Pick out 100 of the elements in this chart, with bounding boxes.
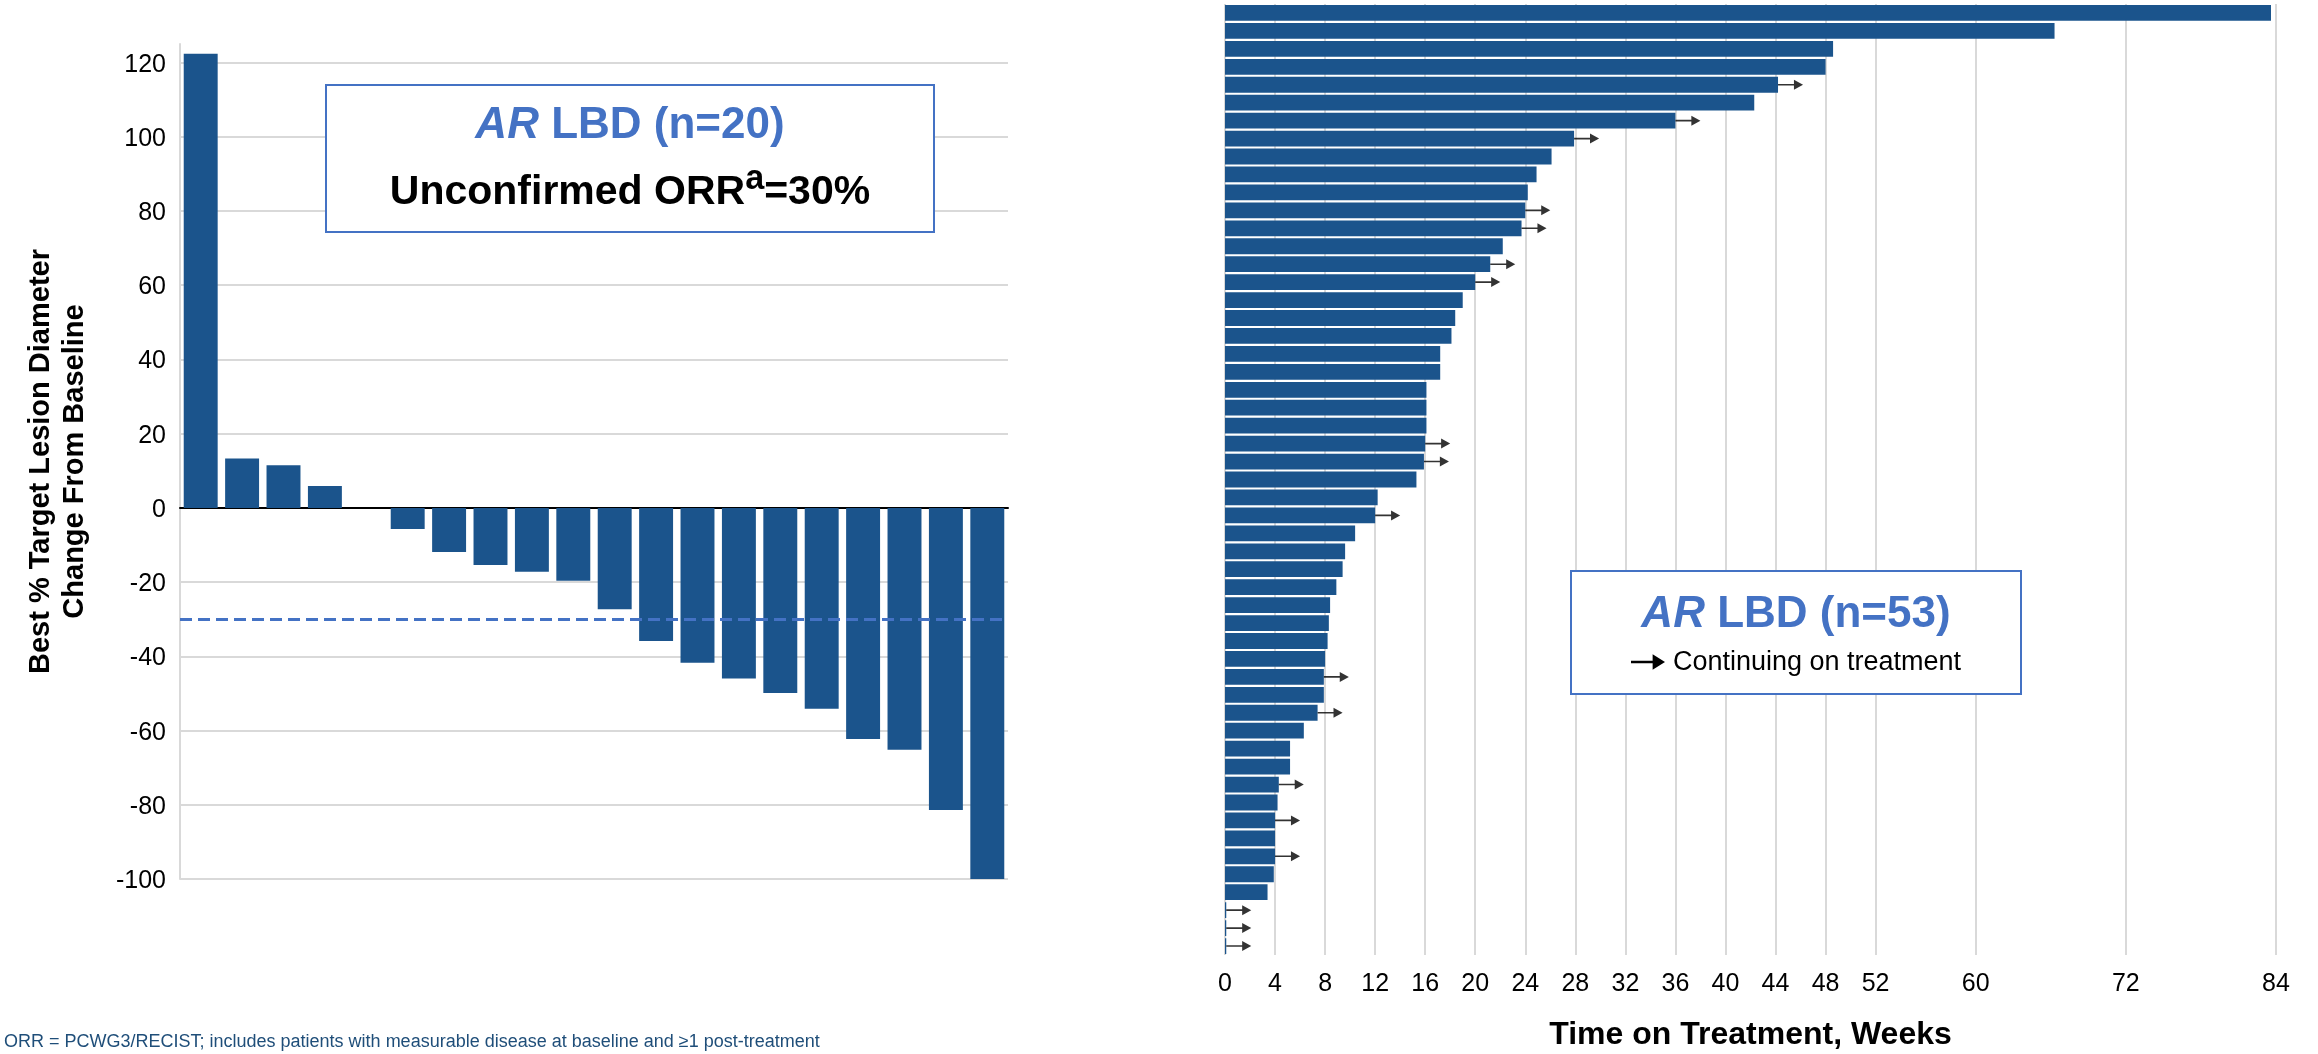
bar [1225, 399, 1427, 416]
bar [1225, 202, 1526, 219]
bar [1225, 884, 1268, 901]
bar [432, 507, 467, 553]
bar [1225, 58, 1826, 75]
bar [1225, 292, 1463, 308]
bar [1225, 238, 1503, 255]
y-tick-label: -20 [129, 568, 166, 597]
bar [1225, 112, 1676, 129]
bar [887, 507, 922, 750]
x-tick-label: 0 [1218, 967, 1232, 996]
y-tick-label: -40 [129, 642, 166, 671]
bar [1225, 507, 1376, 524]
x-axis-title: Time on Treatment, Weeks [1549, 1015, 1952, 1051]
bar [1225, 525, 1356, 542]
bar [1225, 346, 1441, 362]
bar [1225, 812, 1276, 829]
bar [1225, 866, 1274, 883]
bar [1225, 597, 1331, 613]
bar [721, 507, 756, 679]
bar [183, 53, 218, 508]
y-tick-label: -80 [129, 790, 166, 819]
bar [846, 507, 881, 740]
x-tick-label: 44 [1761, 967, 1790, 996]
bar [1225, 310, 1456, 326]
bar [1225, 776, 1279, 793]
bar [1225, 5, 2271, 21]
text: AR LBD (n=20) [475, 98, 785, 147]
bar [225, 458, 260, 508]
bar [1225, 633, 1328, 649]
bar [1225, 830, 1276, 847]
x-tick-label: 72 [2111, 967, 2140, 996]
bar [1225, 758, 1291, 775]
bar [1225, 561, 1343, 578]
legend-label: Continuing on treatment [1672, 646, 1962, 677]
bar [970, 507, 1005, 879]
bar [473, 507, 508, 566]
x-tick-label: 52 [1861, 967, 1890, 996]
x-tick-label: 60 [1961, 967, 1990, 996]
bar [1225, 453, 1424, 470]
y-tick-label: 60 [138, 271, 166, 300]
bar [556, 507, 591, 581]
bar [1225, 489, 1378, 506]
x-tick-label: 40 [1711, 967, 1740, 996]
y-tick-label: 40 [138, 345, 166, 374]
bar [1225, 184, 1528, 201]
y-tick-label: -60 [129, 716, 166, 745]
x-tick-label: 24 [1511, 967, 1540, 996]
x-tick-label: 12 [1361, 967, 1390, 996]
bar [1225, 220, 1522, 237]
x-tick-label: 32 [1611, 967, 1640, 996]
x-tick-label: 48 [1811, 967, 1840, 996]
y-tick-label: 100 [124, 122, 166, 151]
bar [1225, 328, 1452, 344]
x-tick-label: 16 [1411, 967, 1440, 996]
y-tick-label: 0 [152, 493, 166, 522]
bar [1225, 668, 1324, 685]
x-tick-label: 8 [1318, 967, 1333, 996]
x-tick-label: 84 [2262, 967, 2290, 996]
legend-title: AR LBD (n=53) [1641, 587, 1951, 636]
text: Unconfirmed ORR$^{a}$=30% [388, 157, 872, 215]
bar [1225, 148, 1552, 165]
bar [1225, 417, 1427, 434]
bar [1225, 94, 1755, 111]
x-tick-label: 20 [1461, 967, 1490, 996]
x-tick-label: 36 [1661, 967, 1690, 996]
bar [1225, 704, 1318, 721]
bar [1225, 381, 1427, 398]
bar [1225, 23, 2055, 39]
y-tick-label: 20 [138, 419, 166, 448]
bar [514, 507, 549, 572]
bar [1225, 651, 1326, 667]
y-axis-title: Best % Target Lesion Diameter Change From Baseline [23, 249, 89, 674]
y-tick-label: 80 [138, 197, 166, 225]
y-tick-label: -100 [115, 865, 166, 893]
bar [763, 507, 798, 694]
bar [1225, 363, 1441, 380]
bar [1225, 130, 1575, 147]
bar [804, 507, 839, 709]
bar [1225, 471, 1417, 488]
x-tick-label: 4 [1268, 967, 1283, 996]
y-tick-label: 120 [124, 48, 166, 77]
bar [1225, 40, 1834, 57]
bar [1225, 76, 1779, 93]
bar [597, 507, 632, 610]
bar [1225, 722, 1304, 739]
bar [1225, 256, 1491, 273]
bar [1225, 274, 1476, 291]
bar [1225, 166, 1537, 183]
bar [1225, 740, 1291, 757]
bar [928, 507, 963, 810]
bar [1225, 686, 1324, 703]
bar [307, 485, 342, 508]
bar [680, 507, 715, 663]
bar [1225, 435, 1426, 452]
bar [1225, 794, 1278, 811]
bar [639, 507, 674, 642]
bar [1225, 543, 1346, 560]
text: ORR = PCWG3/RECIST; includes patients with measurable disease at baseline and ≥1 post-treatment [4, 1031, 820, 1051]
bar [1225, 579, 1337, 596]
